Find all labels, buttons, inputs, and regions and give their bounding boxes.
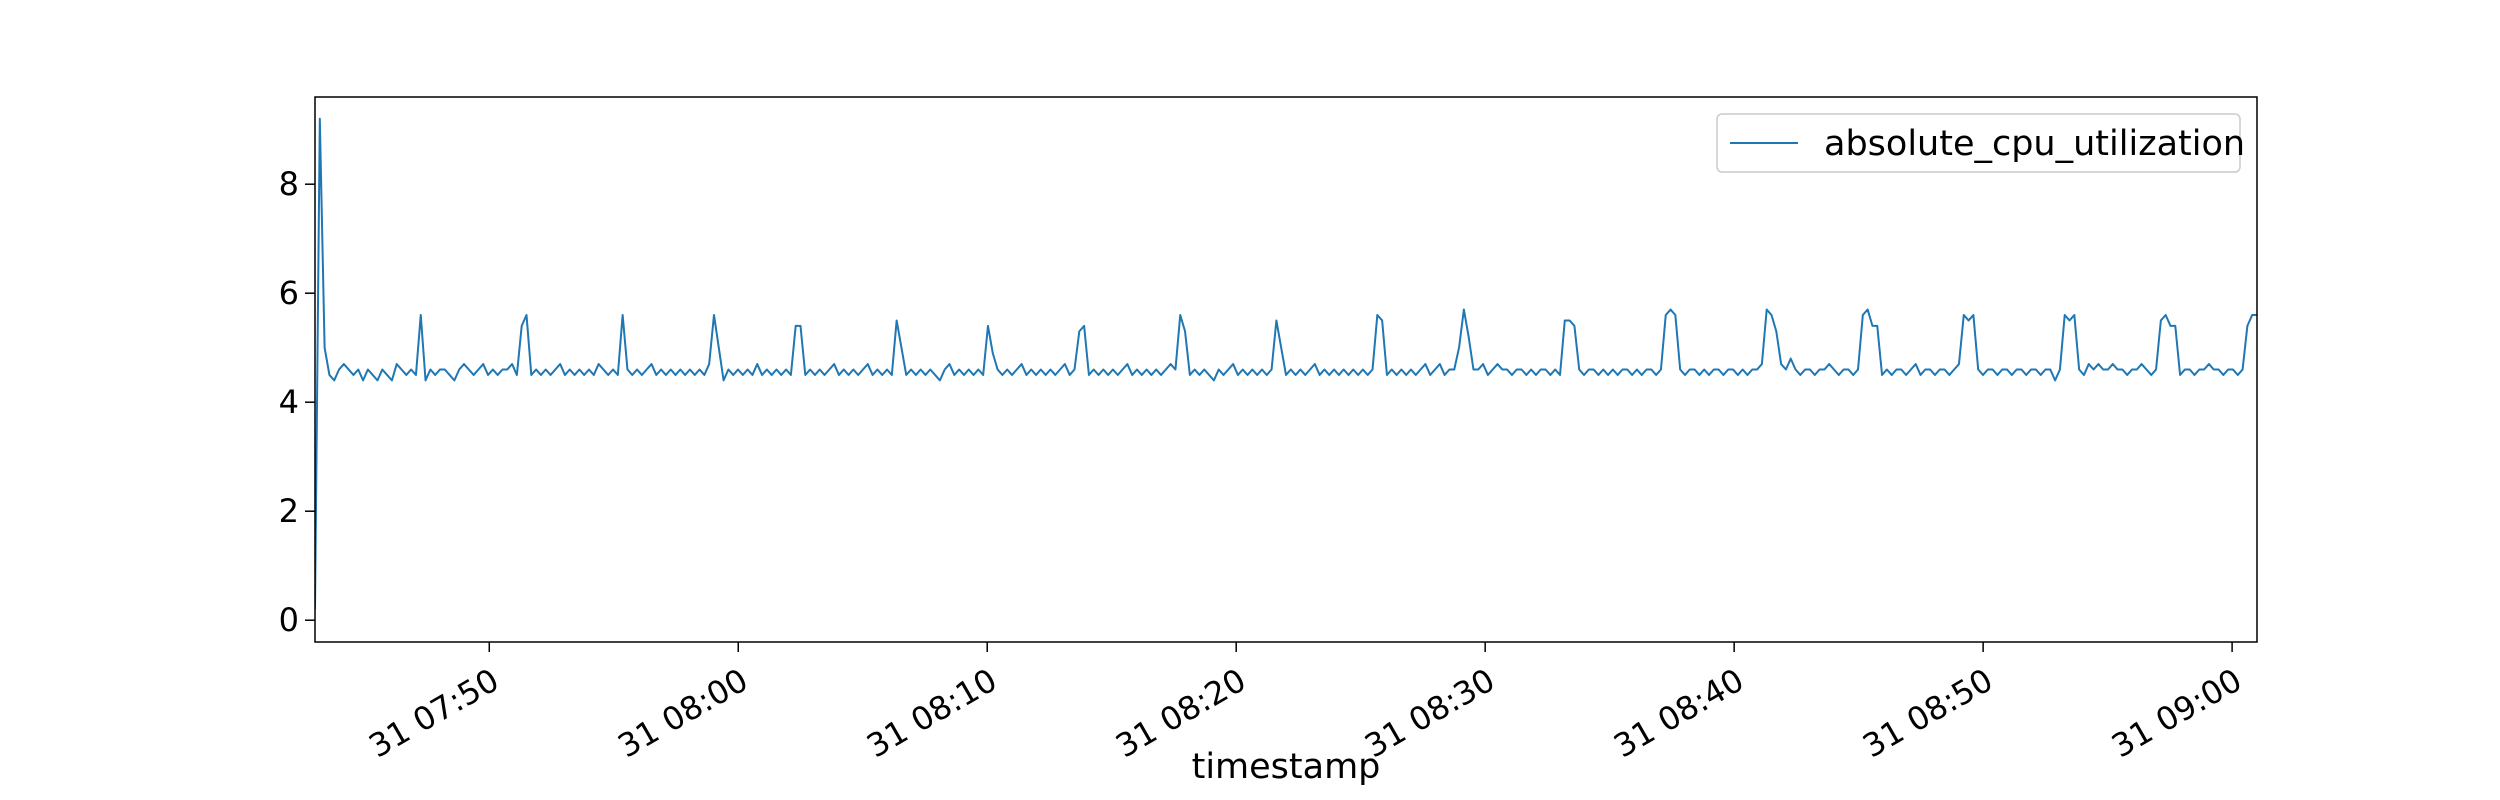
legend-box — [1716, 113, 2241, 173]
x-axis-label: timestamp — [1192, 747, 1381, 787]
legend: absolute_cpu_utilization — [1716, 113, 2245, 173]
legend-label: absolute_cpu_utilization — [1824, 124, 2245, 164]
y-tick-label: 6 — [279, 274, 299, 312]
y-tick-label: 8 — [279, 165, 299, 203]
y-tick-label: 2 — [279, 492, 299, 530]
y-tick-label: 0 — [279, 601, 299, 639]
series-layer — [315, 117, 2257, 610]
series-line-absolute_cpu_utilization — [315, 117, 2257, 610]
y-tick-label: 4 — [279, 383, 299, 421]
y-axis: 0 2 4 6 8 — [279, 165, 315, 639]
plot-frame — [314, 96, 2258, 643]
